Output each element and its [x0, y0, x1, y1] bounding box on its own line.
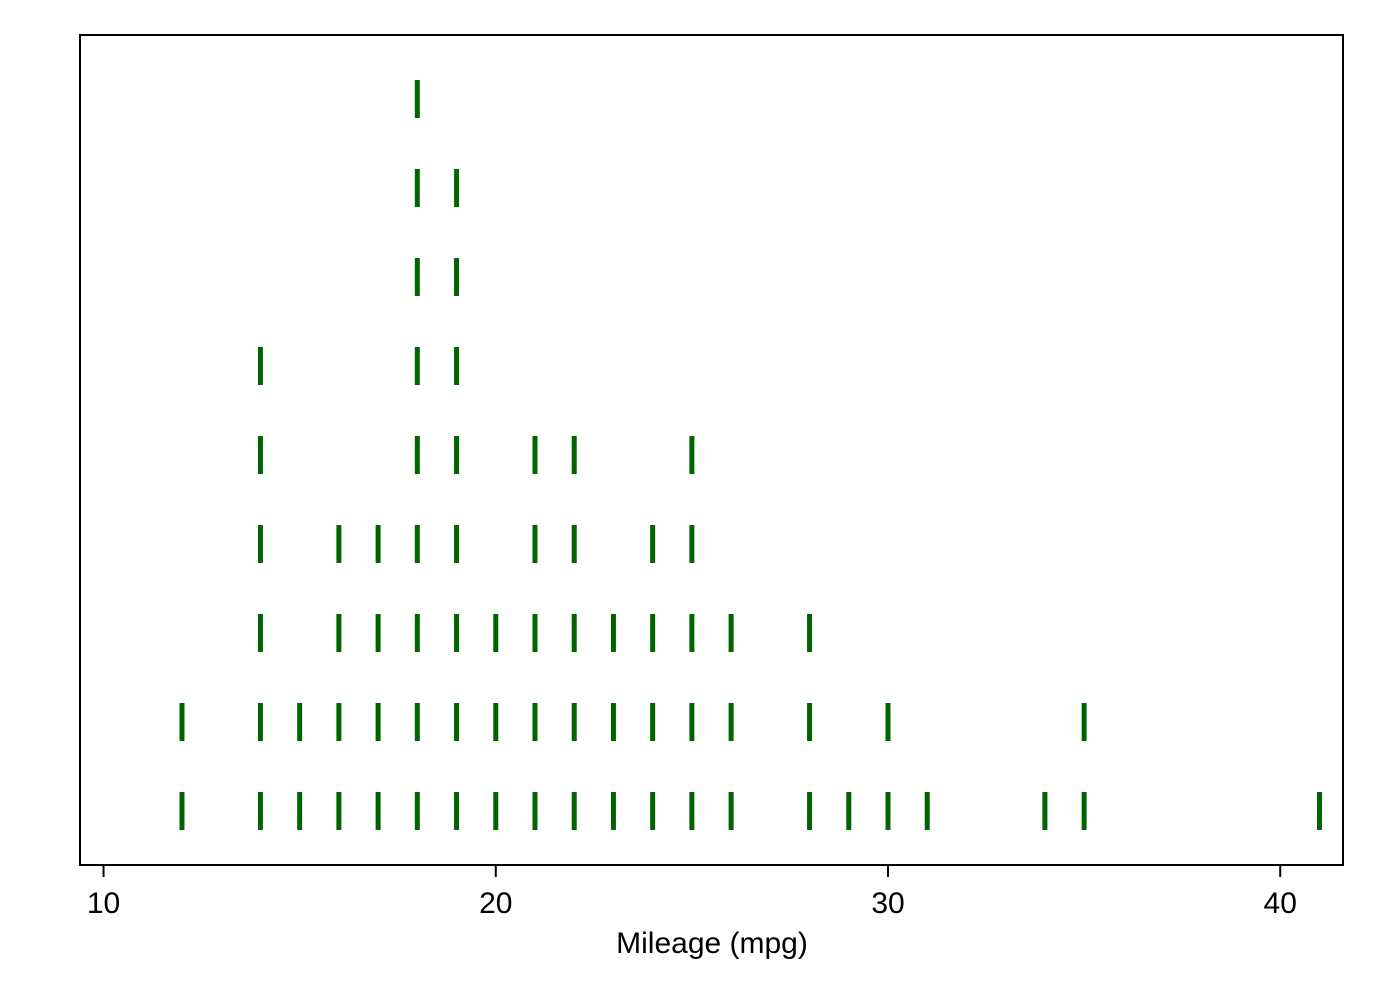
x-tick-label: 30: [871, 887, 904, 920]
x-tick-label: 40: [1264, 887, 1297, 920]
x-tick-label: 10: [87, 887, 120, 920]
x-tick-label: 20: [479, 887, 512, 920]
x-tick-labels: 10 20 30 40: [87, 887, 1297, 920]
x-tick-marks: [102, 865, 1282, 877]
plot-frame: [79, 34, 1344, 866]
x-axis-title: Mileage (mpg): [616, 927, 808, 960]
data-marks: [179, 80, 1322, 830]
